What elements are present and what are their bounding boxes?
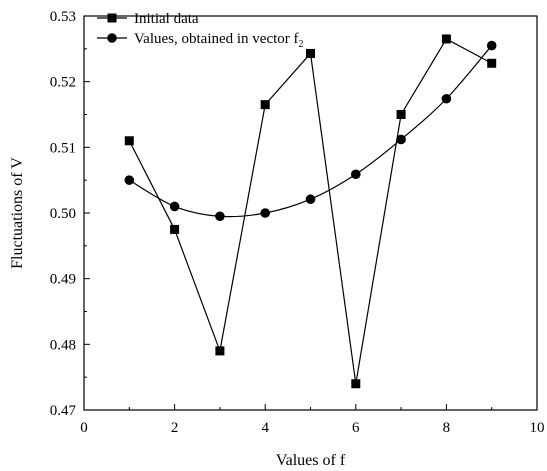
- data-point-square: [306, 48, 315, 58]
- legend-label-initial-data: Initial data: [134, 11, 199, 27]
- data-point-circle: [305, 194, 316, 205]
- y-tick-label: 0.53: [50, 9, 76, 25]
- legend-marker-circle: [107, 33, 117, 43]
- data-point-square: [215, 346, 225, 356]
- y-tick-label: 0.50: [50, 206, 76, 222]
- data-point-square: [441, 34, 451, 44]
- y-tick-label: 0.52: [50, 75, 76, 91]
- y-tick-label: 0.47: [50, 403, 77, 419]
- data-point-circle: [441, 93, 452, 104]
- y-axis-title: Fluctuations of V: [9, 157, 26, 269]
- data-point-square: [124, 136, 134, 146]
- data-point-square: [351, 379, 361, 389]
- x-axis-title: Values of f: [276, 452, 346, 469]
- x-tick-label: 6: [352, 420, 360, 436]
- y-tick-label: 0.49: [50, 272, 76, 288]
- legend-label-vector-text: Values, obtained in vector f: [134, 31, 299, 47]
- x-tick-label: 10: [530, 420, 545, 436]
- x-tick-label: 2: [171, 420, 179, 436]
- series-layer: [124, 34, 497, 389]
- data-point-circle: [351, 169, 361, 180]
- data-point-circle: [396, 134, 406, 145]
- x-tick-label: 0: [80, 420, 88, 436]
- legend-label-vector-values: Values, obtained in vector f2: [134, 31, 304, 50]
- data-point-square: [487, 58, 497, 68]
- data-point-circle: [215, 211, 225, 222]
- x-tick-label: 4: [261, 420, 269, 436]
- series-line-initial-data: [128, 38, 492, 384]
- data-point-circle: [486, 40, 497, 51]
- legend-marker-square: [107, 13, 117, 23]
- y-tick-label: 0.48: [50, 337, 76, 353]
- axes: 0 2 4 6 8 10 0.47 0.48 0.49 0.50 0.51 0.52 0.53 Value…: [9, 9, 545, 469]
- data-point-circle: [124, 175, 135, 185]
- plot-frame: [83, 15, 538, 411]
- data-point-square: [260, 100, 270, 110]
- series-line-vector-values: [128, 45, 493, 218]
- x-tick-label: 8: [443, 420, 451, 436]
- legend: Initial data Values, obtained in vector …: [97, 11, 304, 50]
- legend-item-initial-data: Initial data: [97, 11, 199, 27]
- y-tick-label: 0.51: [50, 140, 76, 156]
- data-point-square: [396, 110, 406, 119]
- legend-label-subscript: 2: [299, 39, 304, 50]
- data-point-circle: [169, 201, 180, 212]
- legend-item-vector-values: Values, obtained in vector f2: [97, 31, 304, 50]
- data-point-square: [170, 224, 180, 234]
- data-point-circle: [260, 208, 271, 218]
